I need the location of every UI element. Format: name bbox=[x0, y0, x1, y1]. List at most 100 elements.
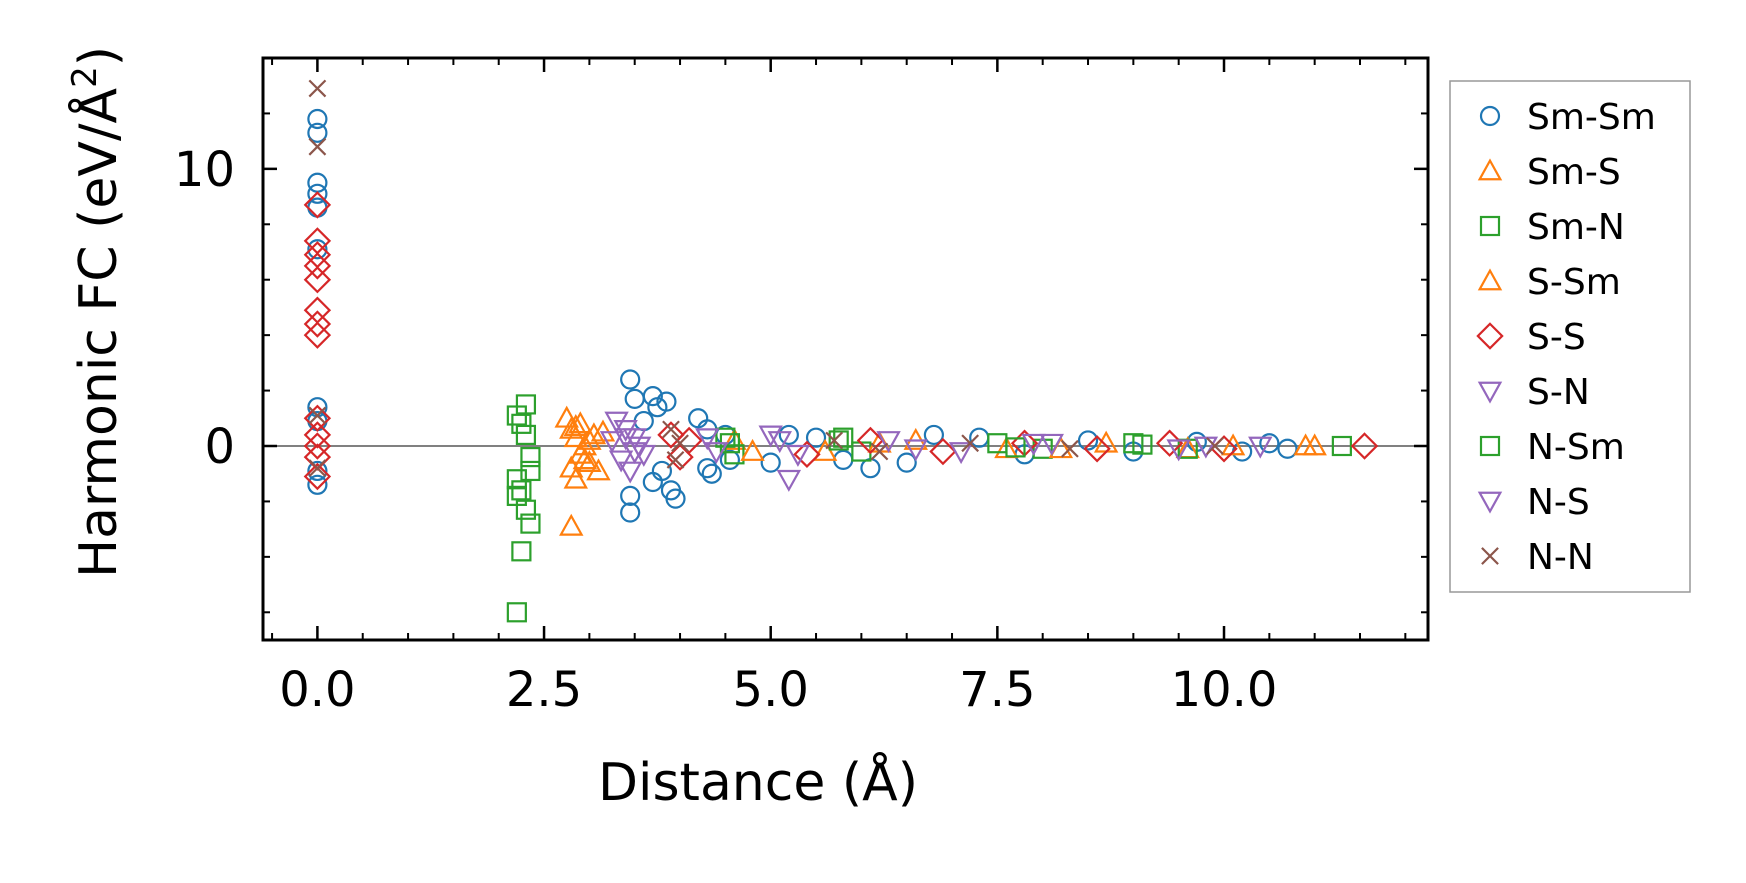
data-points bbox=[303, 79, 1379, 623]
data-point bbox=[599, 431, 625, 454]
data-point bbox=[563, 413, 589, 436]
data-point bbox=[1206, 437, 1224, 455]
data-point bbox=[303, 191, 332, 219]
legend-box bbox=[1449, 80, 1691, 593]
data-point bbox=[308, 459, 327, 478]
data-point bbox=[785, 444, 811, 467]
legend-item-sm-s: Sm-S bbox=[1477, 152, 1621, 193]
tick-labels: 0.0 2.5 5.0 7.5 10.0 0 10 bbox=[174, 142, 1278, 718]
data-point bbox=[1350, 432, 1379, 460]
legend-marker bbox=[1477, 268, 1503, 291]
y-axis-label: Harmonic FC (eV/Å2) bbox=[65, 46, 129, 578]
data-point bbox=[1061, 439, 1079, 458]
x-tick-label: 7.5 bbox=[959, 662, 1035, 718]
data-point bbox=[1220, 433, 1246, 456]
axis-ticks bbox=[263, 57, 1428, 640]
data-point bbox=[642, 471, 663, 493]
y-axis-label-end: ) bbox=[69, 46, 129, 66]
data-point bbox=[662, 420, 680, 439]
data-point bbox=[308, 406, 327, 425]
data-point bbox=[1248, 436, 1273, 459]
data-point bbox=[697, 458, 718, 479]
data-point bbox=[511, 413, 532, 434]
data-point bbox=[608, 450, 634, 473]
data-point bbox=[1302, 433, 1327, 456]
data-point bbox=[828, 430, 849, 451]
legend-label: Sm-Sm bbox=[1527, 97, 1656, 138]
data-point bbox=[308, 137, 327, 156]
x-tick-label: 10.0 bbox=[1171, 662, 1278, 718]
data-point bbox=[303, 404, 332, 432]
data-point bbox=[1005, 437, 1026, 458]
data-point bbox=[1166, 439, 1191, 462]
data-point bbox=[577, 450, 602, 473]
legend-marker bbox=[1476, 322, 1504, 350]
data-point bbox=[778, 424, 799, 446]
data-point bbox=[642, 386, 663, 407]
legend: Sm-Sm Sm-S Sm-N S-Sm S-S S-N N-Sm N-S N-N bbox=[1449, 80, 1691, 593]
data-point bbox=[559, 513, 584, 536]
data-point bbox=[1193, 436, 1219, 459]
data-point bbox=[760, 452, 781, 473]
data-point bbox=[303, 310, 332, 338]
data-point bbox=[586, 458, 611, 481]
legend-label: N-S bbox=[1527, 482, 1590, 523]
data-point bbox=[308, 79, 327, 98]
data-point bbox=[622, 442, 647, 465]
y-tick-label: 10 bbox=[174, 142, 235, 198]
data-point bbox=[307, 183, 328, 204]
legend-item-sm-sm: Sm-Sm bbox=[1479, 97, 1656, 138]
data-point bbox=[903, 439, 928, 462]
legend-item-s-n: S-N bbox=[1477, 372, 1590, 413]
data-point bbox=[520, 513, 541, 534]
data-point bbox=[805, 427, 827, 448]
data-point bbox=[572, 447, 598, 470]
data-point bbox=[923, 424, 944, 446]
data-point bbox=[793, 440, 821, 469]
data-point bbox=[303, 462, 332, 491]
data-point bbox=[617, 461, 643, 484]
data-point bbox=[520, 446, 541, 468]
data-point bbox=[1155, 429, 1184, 457]
data-point bbox=[520, 460, 541, 482]
data-point bbox=[303, 252, 332, 280]
data-point bbox=[1083, 435, 1111, 463]
data-point bbox=[948, 442, 974, 465]
legend-item-s-sm: S-Sm bbox=[1477, 262, 1621, 303]
legend-item-n-s: N-S bbox=[1477, 482, 1590, 523]
series-n-s bbox=[613, 428, 1219, 465]
legend-marker bbox=[1477, 381, 1503, 404]
data-point bbox=[675, 426, 703, 455]
x-axis-label: Distance (Å) bbox=[598, 751, 918, 813]
data-point bbox=[1077, 430, 1099, 451]
x-tick-label: 2.5 bbox=[506, 662, 582, 718]
y-axis-label-superscript: 2 bbox=[65, 66, 105, 88]
legend-label: S-S bbox=[1527, 317, 1586, 358]
data-point bbox=[896, 452, 917, 473]
data-point bbox=[620, 369, 641, 390]
legend-item-n-n: N-N bbox=[1481, 537, 1594, 578]
legend-marker bbox=[1479, 105, 1501, 127]
data-point bbox=[307, 122, 328, 143]
data-point bbox=[701, 463, 722, 484]
legend-label: S-N bbox=[1527, 372, 1590, 413]
legend-marker bbox=[1479, 215, 1501, 237]
data-point bbox=[506, 602, 527, 623]
data-point bbox=[307, 460, 328, 482]
data-point bbox=[929, 437, 957, 466]
data-point bbox=[767, 431, 792, 454]
data-point bbox=[515, 424, 537, 446]
legend-item-sm-n: Sm-N bbox=[1479, 207, 1625, 248]
data-point bbox=[833, 427, 854, 448]
data-point bbox=[515, 394, 537, 415]
data-point bbox=[724, 444, 745, 465]
legend-label: N-Sm bbox=[1527, 427, 1625, 468]
data-point bbox=[665, 488, 686, 509]
data-point bbox=[671, 434, 689, 453]
data-point bbox=[740, 438, 765, 461]
legend-items: Sm-Sm Sm-S Sm-N S-Sm S-S S-N N-Sm N-S N-N bbox=[1476, 97, 1656, 578]
data-point bbox=[666, 450, 685, 469]
data-point bbox=[758, 425, 783, 448]
legend-label: S-Sm bbox=[1527, 262, 1621, 303]
